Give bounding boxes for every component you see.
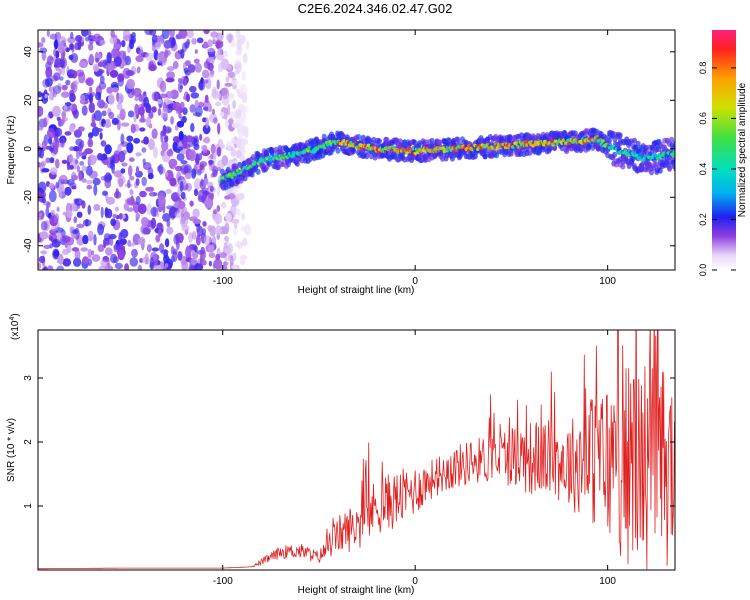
- snr-ylabel: SNR (10 * v/v): [6, 418, 17, 482]
- snr-line: [38, 330, 675, 570]
- spectrogram-ytick-label: 0: [23, 146, 34, 152]
- spectrogram-ytick-label: 20: [23, 94, 34, 106]
- snr-series: [38, 330, 675, 570]
- spectrogram-ylabel: Frequency (Hz): [6, 116, 17, 185]
- spectrogram-cells: [38, 30, 675, 270]
- colorbar-tick-label: 0.8: [698, 62, 708, 75]
- spectrogram-xtick-label: -100: [213, 276, 233, 287]
- page-title: C2E6.2024.346.02.47.G02: [297, 1, 453, 16]
- snr-chart: -100 0 100 1 2 3 Height of straight line (km)…: [6, 313, 676, 596]
- colorbar: [712, 30, 736, 270]
- snr-xtick-label: 100: [599, 576, 616, 587]
- colorbar-tick-label: 0.2: [698, 213, 708, 226]
- colorbar-tick-label: 0.6: [698, 112, 708, 125]
- colorbar-tick-label: 0.0: [698, 264, 708, 277]
- snr-axes: -100 0 100 1 2 3: [23, 330, 675, 587]
- spectrogram-xtick-label: 100: [599, 276, 616, 287]
- spectrogram-xtick-label: 0: [412, 276, 418, 287]
- spectrogram-chart: -100 0 100 -40 -20 0 20 40 Height of straight l…: [6, 29, 748, 296]
- snr-xlabel: Height of straight line (km): [298, 585, 415, 596]
- colorbar-tick-label: 0.4: [698, 163, 708, 176]
- spectrogram-ytick-label: -40: [23, 238, 34, 253]
- snr-multiplier: (x104): [9, 313, 21, 340]
- spectrogram-ytick-label: -20: [23, 190, 34, 205]
- colorbar-label: Normalized spectral amplitude: [737, 82, 748, 217]
- colorbar-axis: 0.0 0.2 0.4 0.6 0.8: [698, 62, 736, 277]
- spectrogram-axes: -100 0 100 -40 -20 0 20 40: [23, 30, 675, 287]
- snr-ytick-label: 3: [23, 375, 34, 381]
- svg-text:(x104): (x104): [9, 313, 21, 340]
- snr-xtick-label: -100: [213, 576, 233, 587]
- noise-region: [38, 30, 252, 270]
- snr-frame: [37, 329, 676, 571]
- snr-ytick-label: 1: [23, 503, 34, 509]
- spectrogram-xlabel: Height of straight line (km): [298, 285, 415, 296]
- snr-xtick-label: 0: [412, 576, 418, 587]
- spectrogram-frame: [37, 29, 676, 271]
- ridge: [218, 127, 675, 191]
- spectrogram-ytick-label: 40: [23, 46, 34, 58]
- snr-ytick-label: 2: [23, 439, 34, 445]
